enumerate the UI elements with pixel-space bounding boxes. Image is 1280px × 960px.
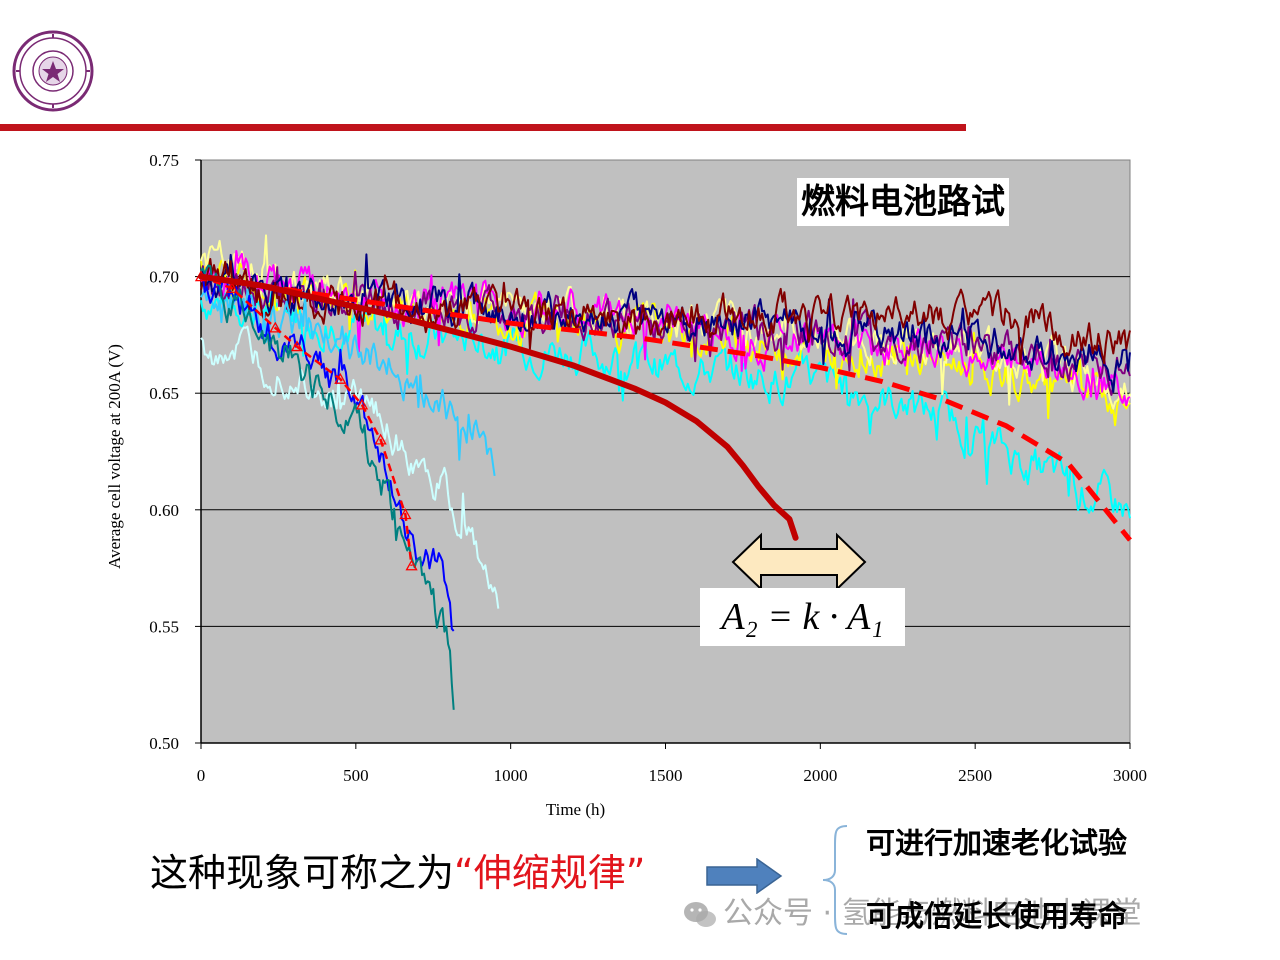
y-tick-label: 0.65	[149, 384, 179, 403]
conclusion-sentence: 这种现象可称之为“伸缩规律”	[150, 845, 645, 901]
fit-marker	[225, 281, 239, 293]
watermark-text: 公众号 · 氢能与燃料电池小课堂	[723, 896, 1142, 931]
scaling-law-term: “伸缩规律”	[454, 851, 646, 895]
conclusion-prefix: 这种现象可称之为	[150, 851, 455, 895]
y-tick-label: 0.55	[149, 617, 179, 636]
chart-container: 0.50 0.55 0.60 0.65 0.70 0.75 0 500 1000 1500 2000…	[0, 140, 1180, 830]
x-tick-label: 2000	[803, 766, 837, 785]
x-tick-label: 0	[197, 766, 206, 785]
plot-area	[200, 159, 1131, 744]
x-tick-label: 1000	[494, 766, 528, 785]
curly-brace-icon	[822, 825, 848, 935]
university-logo	[12, 30, 94, 112]
y-tick-label: 0.50	[149, 734, 179, 753]
y-tick-label: 0.75	[149, 151, 179, 170]
fit-marker	[374, 433, 387, 445]
header-rule	[0, 124, 966, 131]
x-tick-label: 500	[343, 766, 369, 785]
x-tick-label: 3000	[1113, 766, 1147, 785]
road-test-trend-line	[200, 274, 1132, 542]
wechat-icon	[684, 901, 716, 927]
fit-marker	[334, 372, 347, 384]
accelerated-trend-line	[198, 273, 799, 541]
scaling-formula: A₂ = k · A₁	[700, 588, 905, 646]
voltage-decay-chart: 0.50 0.55 0.60 0.65 0.70 0.75 0 500 1000 1500 2000…	[105, 151, 1147, 819]
chart-title: 燃料电池路试	[797, 178, 1009, 226]
fit-marker	[355, 398, 369, 410]
wechat-watermark: 公众号 · 氢能与燃料电池小课堂	[683, 888, 1142, 932]
university-seal-icon	[12, 30, 94, 112]
fit-marker	[405, 559, 418, 571]
benefit-extended-life: 可成倍延长使用寿命	[866, 899, 1128, 933]
right-arrow-icon	[706, 858, 783, 894]
x-axis-title: Time (h)	[546, 800, 605, 819]
fit-marker	[399, 508, 412, 520]
series-line	[200, 258, 1131, 365]
x-tick-label: 2500	[958, 766, 992, 785]
y-tick-label: 0.60	[149, 501, 179, 520]
degradation-fit-line	[200, 275, 413, 566]
y-axis-title: Average cell voltage at 200A (V)	[105, 344, 124, 569]
x-tick-label: 1500	[649, 766, 683, 785]
y-tick-label: 0.70	[149, 268, 179, 287]
double-arrow-icon	[731, 532, 867, 592]
fit-marker	[290, 340, 304, 352]
formula-text: A₂ = k · A₁	[721, 596, 884, 638]
benefit-accelerated-test: 可进行加速老化试验	[866, 826, 1128, 860]
fit-marker	[269, 321, 282, 333]
